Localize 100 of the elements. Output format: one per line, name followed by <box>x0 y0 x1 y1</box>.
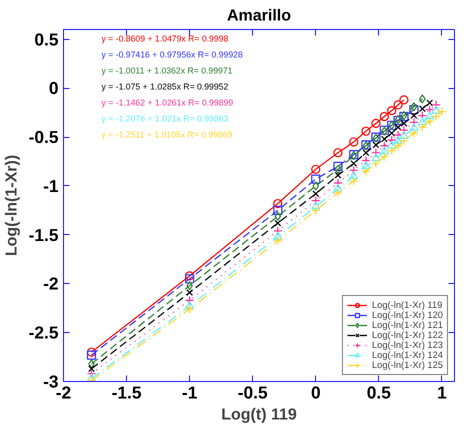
point <box>380 112 389 122</box>
point <box>409 128 418 138</box>
x-tick-label: 0.5 <box>366 382 392 402</box>
point <box>274 212 282 221</box>
point <box>88 359 95 368</box>
point <box>333 184 343 192</box>
legend-label: Log(-ln(1-Xr) 122 <box>372 330 443 340</box>
point <box>350 160 358 167</box>
chart-title: Amarillo <box>226 8 292 24</box>
y-axis-title: Log(-ln(1-Xr)) <box>4 154 21 256</box>
legend-label: Log(-ln(1-Xr) 119 <box>372 300 442 310</box>
point <box>311 196 320 206</box>
point <box>185 274 194 284</box>
point <box>380 152 389 162</box>
point <box>410 112 418 119</box>
point <box>333 188 343 198</box>
point <box>388 130 396 137</box>
annotation: y = -1.0011 + 1.0362x R= 0.99971 <box>102 66 233 76</box>
point <box>418 122 427 132</box>
point <box>86 350 96 360</box>
point <box>387 106 396 116</box>
legend-label: Log(-ln(1-Xr) 123 <box>372 340 443 350</box>
point <box>311 206 320 215</box>
legend-label: Log(-ln(1-Xr) 125 <box>372 360 443 370</box>
point <box>361 166 371 176</box>
point <box>380 136 388 142</box>
point <box>312 190 320 198</box>
point <box>418 110 427 120</box>
point <box>186 289 194 296</box>
point <box>273 198 282 208</box>
point <box>311 174 320 184</box>
x-tick-label: -1 <box>182 382 198 402</box>
point <box>394 100 403 110</box>
point <box>409 118 418 127</box>
point <box>399 130 409 139</box>
annotation: y = -1.2511 + 1.0105x R= 0.99869 <box>102 130 233 140</box>
point <box>418 117 427 126</box>
point <box>311 164 320 174</box>
point <box>273 206 282 215</box>
point <box>273 232 282 240</box>
point <box>410 102 418 112</box>
point <box>362 149 370 156</box>
annotation: y = -0.97416 + 0.97956x R= 0.99928 <box>102 50 243 60</box>
point <box>273 236 282 246</box>
point <box>380 141 389 150</box>
point <box>88 365 95 372</box>
point <box>394 136 403 144</box>
x-axis-title: Log(t) 119 <box>221 406 297 424</box>
y-tick-label: 0 <box>48 78 59 98</box>
point <box>409 123 418 132</box>
point <box>387 140 396 149</box>
point <box>185 296 194 305</box>
point <box>371 148 381 158</box>
point <box>186 281 193 290</box>
point <box>185 304 194 314</box>
point <box>431 105 441 114</box>
x-tick-label: -1.5 <box>112 382 142 402</box>
annotation: y = -1.2076 + 1.021x R= 0.99863 <box>102 114 228 124</box>
point <box>311 201 320 210</box>
y-tick-label: -3 <box>43 372 59 392</box>
point <box>185 271 194 280</box>
y-tick-label: -1.5 <box>28 224 59 245</box>
point <box>349 137 358 147</box>
point <box>409 105 418 114</box>
point <box>333 162 343 171</box>
x-tick-label: 0 <box>310 382 321 402</box>
point <box>425 111 434 120</box>
point <box>349 166 358 175</box>
point <box>349 176 358 186</box>
point <box>371 118 381 128</box>
annotation: y = -1.1462 + 1.0261x R= 0.99899 <box>102 98 234 108</box>
y-tick-label: -2.5 <box>28 322 59 343</box>
point <box>333 178 343 188</box>
point <box>185 300 194 310</box>
point <box>312 181 320 191</box>
point <box>418 105 426 112</box>
annotation: y = -0.8609 + 1.0479x R= 0.9998 <box>102 34 228 44</box>
point <box>419 94 426 104</box>
point <box>274 220 282 227</box>
annotation: y = -1.075 + 1.0285x R= 0.99952 <box>102 82 228 92</box>
y-tick-label: -1 <box>43 176 59 196</box>
point <box>371 153 381 162</box>
point <box>333 148 343 158</box>
x-tick-label: 1 <box>437 382 448 402</box>
point <box>426 99 434 106</box>
point <box>334 172 342 179</box>
point <box>361 161 371 170</box>
point <box>86 369 96 378</box>
point <box>361 126 371 136</box>
point <box>334 164 342 174</box>
point <box>394 124 402 131</box>
legend-label: Log(-ln(1-Xr) 120 <box>372 310 443 320</box>
x-tick-label: -0.5 <box>238 382 268 402</box>
point <box>349 170 358 180</box>
y-tick-label: -0.5 <box>28 127 59 148</box>
point <box>273 226 282 236</box>
point <box>372 141 380 148</box>
legend-label: Log(-ln(1-Xr) 124 <box>372 350 443 360</box>
y-tick-label: -2 <box>43 274 59 294</box>
legend-label: Log(-ln(1-Xr) 121 <box>372 320 443 330</box>
